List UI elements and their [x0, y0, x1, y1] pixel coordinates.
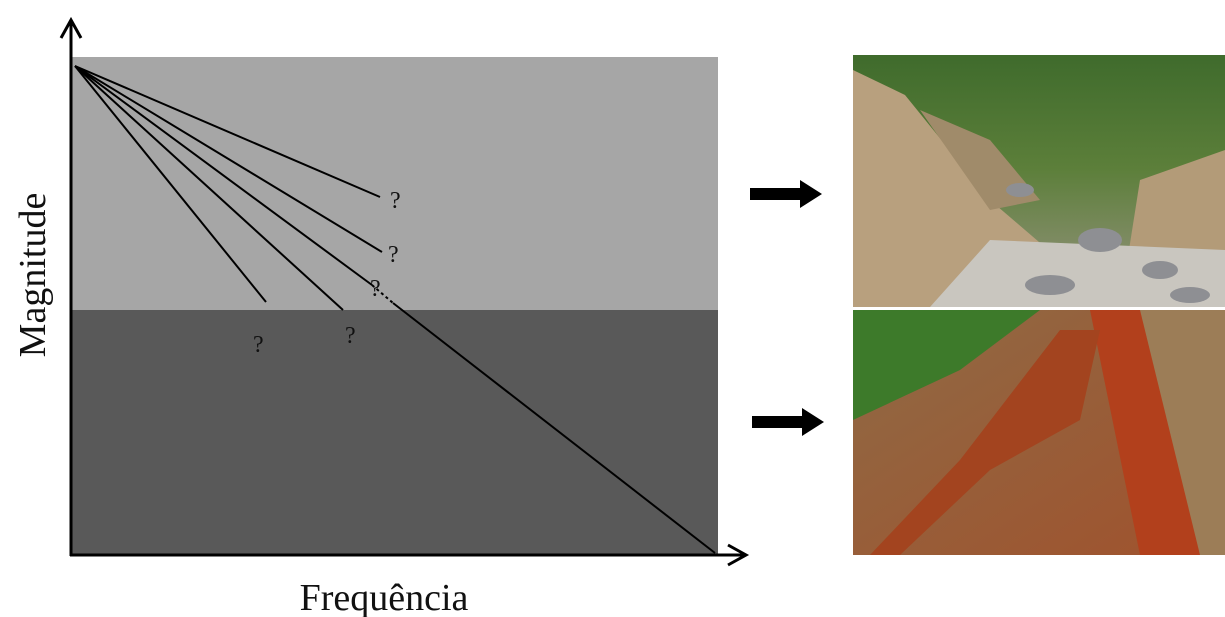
- x-axis-label: Frequência: [300, 577, 469, 617]
- diagram: ? ? ? ? ? Magnitude Frequência: [0, 0, 1225, 617]
- question-mark: ?: [390, 188, 401, 214]
- question-mark: ?: [253, 332, 264, 358]
- lower-zone: [72, 310, 718, 555]
- page: {"axes": {"y_label": "Magnitude", "x_lab…: [0, 0, 1225, 617]
- y-axis-label: Magnitude: [12, 193, 54, 358]
- landslide-photo: [853, 55, 1225, 307]
- arrows: [750, 180, 824, 436]
- erosion-photo: [853, 310, 1225, 555]
- question-mark: ?: [388, 242, 399, 268]
- question-mark: ?: [345, 323, 356, 349]
- question-mark: ?: [370, 276, 381, 302]
